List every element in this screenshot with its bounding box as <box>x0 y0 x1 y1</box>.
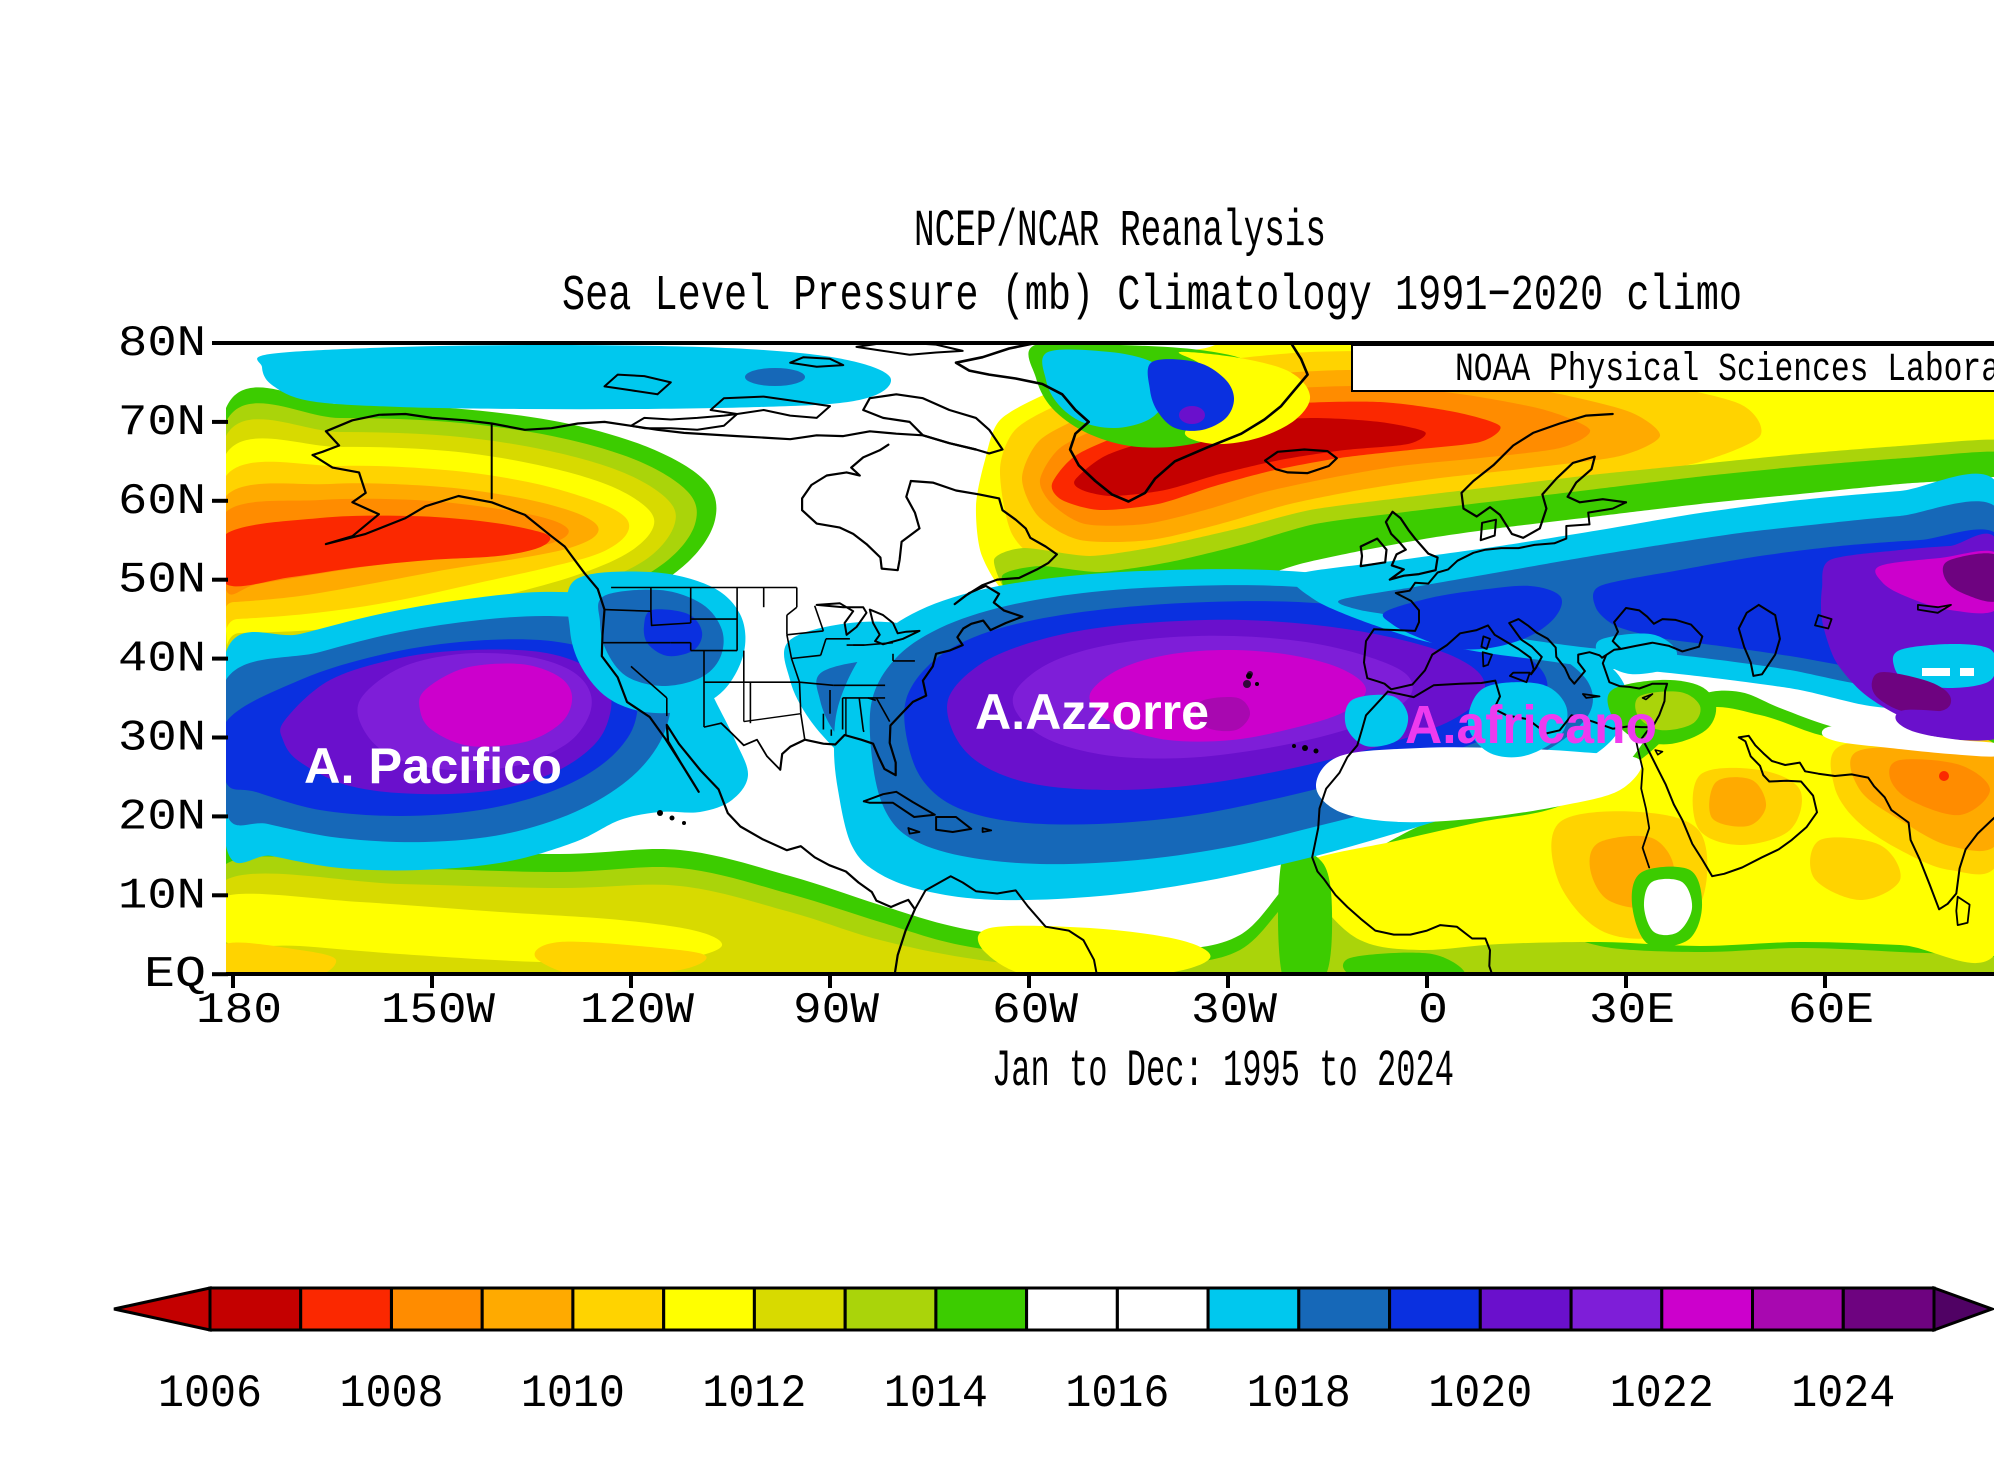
svg-text:50N: 50N <box>118 556 206 606</box>
svg-text:1012: 1012 <box>702 1368 806 1420</box>
svg-text:80N: 80N <box>118 319 206 369</box>
svg-text:90W: 90W <box>793 986 880 1036</box>
svg-text:1024: 1024 <box>1791 1368 1895 1420</box>
svg-text:1006: 1006 <box>158 1368 262 1420</box>
svg-text:30N: 30N <box>118 714 206 764</box>
svg-text:30E: 30E <box>1589 986 1675 1036</box>
svg-text:NOAA Physical Sciences Labora: NOAA Physical Sciences Labora <box>1455 348 1994 393</box>
svg-text:Jan to Dec: 1995 to 2024: Jan to Dec: 1995 to 2024 <box>992 1042 1454 1101</box>
svg-text:1010: 1010 <box>521 1368 625 1420</box>
svg-text:1018: 1018 <box>1247 1368 1351 1420</box>
svg-text:1014: 1014 <box>884 1368 988 1420</box>
svg-text:1016: 1016 <box>1065 1368 1169 1420</box>
svg-text:1022: 1022 <box>1610 1368 1714 1420</box>
svg-text:10N: 10N <box>118 871 206 921</box>
svg-text:150W: 150W <box>381 986 496 1036</box>
svg-text:1020: 1020 <box>1428 1368 1532 1420</box>
svg-text:0: 0 <box>1418 986 1448 1036</box>
svg-text:NCEP/NCAR Reanalysis: NCEP/NCAR Reanalysis <box>914 202 1326 261</box>
svg-text:180: 180 <box>196 986 282 1036</box>
svg-text:70N: 70N <box>118 398 206 448</box>
svg-text:60W: 60W <box>992 986 1079 1036</box>
svg-text:1008: 1008 <box>340 1368 444 1420</box>
svg-text:120W: 120W <box>580 986 695 1036</box>
svg-text:40N: 40N <box>118 635 206 685</box>
svg-text:30W: 30W <box>1191 986 1278 1036</box>
svg-text:A. Pacifico: A. Pacifico <box>304 738 562 794</box>
svg-text:A.Azzorre: A.Azzorre <box>975 684 1209 740</box>
svg-text:20N: 20N <box>118 792 206 842</box>
svg-text:Sea Level Pressure (mb) Climat: Sea Level Pressure (mb) Climatology 1991… <box>562 268 1742 325</box>
svg-text:A.africano: A.africano <box>1405 695 1657 755</box>
svg-text:60N: 60N <box>118 477 206 527</box>
svg-text:EQ: EQ <box>144 950 206 1000</box>
svg-text:60E: 60E <box>1788 986 1874 1036</box>
